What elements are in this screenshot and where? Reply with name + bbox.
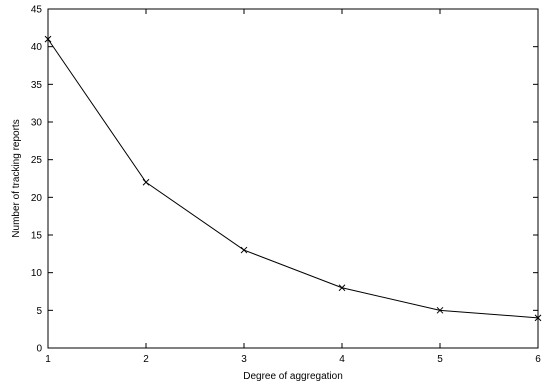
y-tick-label: 40 — [31, 42, 43, 53]
y-tick-label: 30 — [31, 118, 43, 129]
marker-stroke — [44, 35, 52, 43]
marker-stroke — [436, 306, 444, 314]
x-tick-label: 2 — [143, 354, 149, 365]
x-tick-label: 6 — [535, 354, 541, 365]
y-tick-label: 15 — [31, 231, 43, 242]
y-axis: 0 5 10 15 20 25 30 35 40 45 — [31, 5, 538, 355]
data-point-marker — [142, 178, 150, 186]
plot-border — [47, 8, 539, 349]
data-point-marker — [240, 246, 248, 254]
x-tick-label: 5 — [437, 354, 443, 365]
y-tick-label: 5 — [36, 306, 42, 317]
y-tick-label: 45 — [31, 5, 43, 16]
y-tick-label: 20 — [31, 193, 43, 204]
y-tick-label: 25 — [31, 155, 43, 166]
marker-stroke — [240, 246, 248, 254]
x-tick-label: 3 — [241, 354, 247, 365]
plot-frame — [47, 8, 539, 349]
marker-stroke — [142, 178, 150, 186]
marker-stroke — [338, 284, 346, 292]
data-point-marker — [44, 35, 52, 43]
x-tick-label: 1 — [45, 354, 51, 365]
x-axis: 1 2 3 4 5 6 — [45, 9, 541, 365]
series-layer — [44, 35, 542, 322]
marker-stroke — [534, 314, 542, 322]
data-point-marker — [436, 306, 444, 314]
series-line — [47, 38, 539, 319]
x-axis-label: Degree of aggregation — [243, 371, 343, 382]
x-tick-label: 4 — [339, 354, 345, 365]
y-tick-label: 10 — [31, 268, 43, 279]
y-tick-label: 35 — [31, 80, 43, 91]
y-tick-label: 0 — [36, 344, 42, 355]
data-point-marker — [338, 284, 346, 292]
y-axis-label: Number of tracking reports — [11, 119, 22, 237]
data-point-marker — [534, 314, 542, 322]
